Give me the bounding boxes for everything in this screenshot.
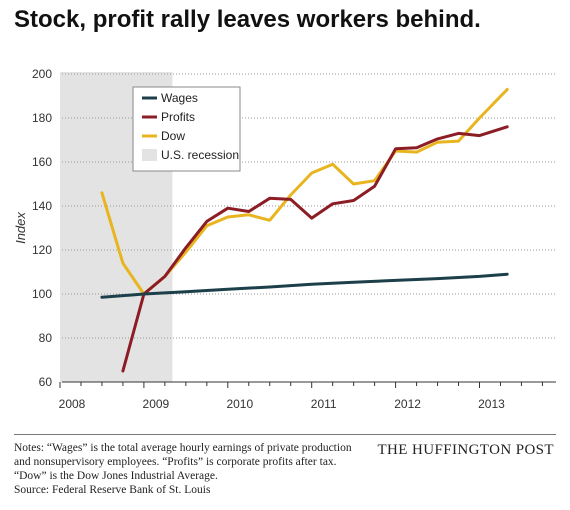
legend-swatch-recession (142, 149, 157, 161)
x-tick-label: 2008 (59, 397, 86, 411)
series-line-profits (121, 125, 509, 373)
y-tick-label: 180 (32, 111, 52, 125)
notes-line: and nonsupervisory employees. “Profits” … (14, 456, 337, 468)
y-tick-label: 200 (32, 67, 52, 81)
publisher-logo: THE HUFFINGTON POST (377, 442, 554, 458)
x-tick-label: 2010 (226, 397, 253, 411)
chart-title: Stock, profit rally leaves workers behin… (14, 6, 481, 33)
x-tick-label: 2009 (143, 397, 170, 411)
y-tick-label: 80 (39, 331, 53, 345)
chart-notes: Notes: “Wages” is the total average hour… (14, 441, 374, 497)
y-tick-label: 60 (39, 375, 53, 389)
legend-label: Profits (161, 110, 195, 124)
legend-label: U.S. recession (161, 148, 239, 162)
y-tick-label: 160 (32, 155, 52, 169)
footer-divider (14, 434, 556, 435)
line-chart: 60 80 100 120 140 160 180 200 2008 2009 2010 2011 20… (13, 67, 556, 411)
y-tick-label: 100 (32, 287, 52, 301)
y-tick-label: 140 (32, 199, 52, 213)
x-tick-label: 2012 (394, 397, 421, 411)
series-line-wages (100, 272, 509, 299)
legend-label: Dow (161, 129, 185, 143)
x-tick-label: 2011 (311, 397, 337, 411)
y-axis-label: Index (13, 212, 28, 244)
notes-line: “Dow” is the Dow Jones Industrial Averag… (14, 470, 218, 482)
notes-line: Notes: “Wages” is the total average hour… (14, 442, 352, 454)
x-tick-label: 2013 (478, 397, 505, 411)
source-line: Source: Federal Reserve Bank of St. Loui… (14, 484, 211, 496)
legend-label: Wages (161, 91, 198, 105)
y-tick-label: 120 (32, 243, 52, 257)
